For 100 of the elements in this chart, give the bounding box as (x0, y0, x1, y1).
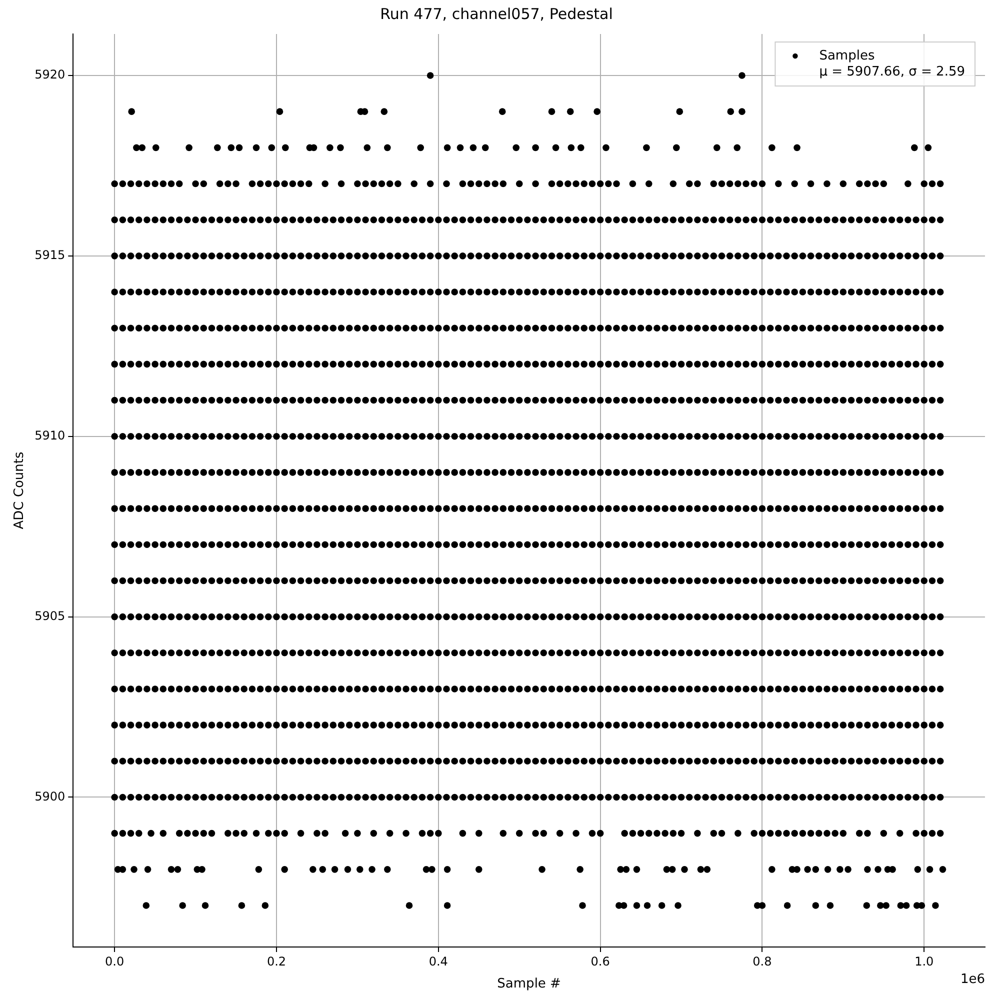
point (622, 866, 630, 873)
point (874, 866, 882, 873)
point (482, 144, 489, 152)
y-tick-label: 5920 (34, 68, 66, 82)
point (119, 866, 126, 873)
point (512, 144, 520, 152)
x-axis-title: Sample # (497, 976, 561, 992)
point (214, 144, 221, 152)
point (568, 144, 575, 152)
point (673, 144, 680, 152)
point (932, 902, 939, 909)
point (319, 866, 326, 873)
point (138, 144, 146, 152)
point (262, 902, 269, 909)
point (326, 144, 334, 152)
y-tick-label: 5905 (34, 608, 66, 623)
point (620, 902, 628, 909)
point (633, 866, 640, 873)
point (812, 866, 820, 873)
point (368, 866, 376, 873)
point (576, 866, 584, 873)
point (704, 866, 711, 873)
point (902, 902, 910, 909)
point (877, 902, 884, 909)
point (406, 902, 413, 909)
chart-title: Run 477, channel057, Pedestal (380, 4, 613, 23)
point (142, 902, 150, 909)
point (844, 866, 852, 873)
text: 1e6 (960, 972, 985, 987)
point (836, 866, 844, 873)
point (538, 866, 546, 873)
point (824, 866, 832, 873)
point (444, 866, 451, 873)
point (422, 866, 430, 873)
point (186, 144, 192, 152)
point (384, 144, 391, 152)
point (444, 144, 451, 152)
point (331, 866, 338, 873)
point (889, 866, 896, 873)
point (577, 144, 584, 152)
point (238, 902, 246, 909)
point (417, 144, 424, 152)
point (864, 866, 871, 873)
point (310, 866, 316, 873)
point (566, 108, 574, 115)
point (738, 108, 746, 115)
point (804, 866, 811, 873)
point (268, 144, 276, 152)
point (552, 144, 560, 152)
point (282, 144, 289, 152)
point (863, 902, 870, 909)
point (812, 902, 820, 909)
point (594, 108, 600, 115)
point (918, 902, 926, 909)
legend-label: Samples μ = 5907.66, σ = 2.59 (819, 48, 966, 80)
point (444, 902, 451, 909)
y-tick-label: 5900 (34, 789, 66, 804)
point (426, 72, 434, 79)
point (344, 866, 352, 873)
point (674, 902, 682, 909)
x-tick-label: 0.4 (428, 954, 448, 968)
y-axis-title: ADC Counts (12, 452, 28, 530)
x-tick-label: 0.0 (105, 954, 124, 968)
point (644, 902, 651, 909)
point (734, 144, 741, 152)
point (548, 108, 556, 115)
point (768, 144, 776, 152)
point (144, 866, 152, 873)
point (202, 902, 209, 909)
point (276, 108, 284, 115)
y-tick-label: 5910 (34, 428, 66, 442)
point (738, 72, 746, 79)
point (532, 144, 539, 152)
point (617, 866, 624, 873)
point (281, 866, 288, 873)
point (384, 866, 391, 873)
point (133, 144, 140, 152)
point (174, 866, 182, 873)
point (498, 108, 506, 115)
point (939, 866, 946, 873)
point (356, 866, 364, 873)
point (768, 866, 776, 873)
point (926, 866, 934, 873)
point (758, 902, 766, 909)
point (794, 144, 800, 152)
point (130, 866, 138, 873)
point (470, 144, 477, 152)
x-tick-label: 0.8 (752, 954, 772, 968)
x-tick-label: 0.6 (590, 954, 610, 968)
point (380, 108, 388, 115)
point (882, 902, 890, 909)
point (633, 902, 640, 909)
point (668, 866, 676, 873)
point (168, 866, 175, 873)
point (475, 866, 482, 873)
point (456, 144, 464, 152)
point (579, 902, 586, 909)
point (337, 144, 344, 152)
point (643, 144, 650, 152)
point (784, 902, 791, 909)
